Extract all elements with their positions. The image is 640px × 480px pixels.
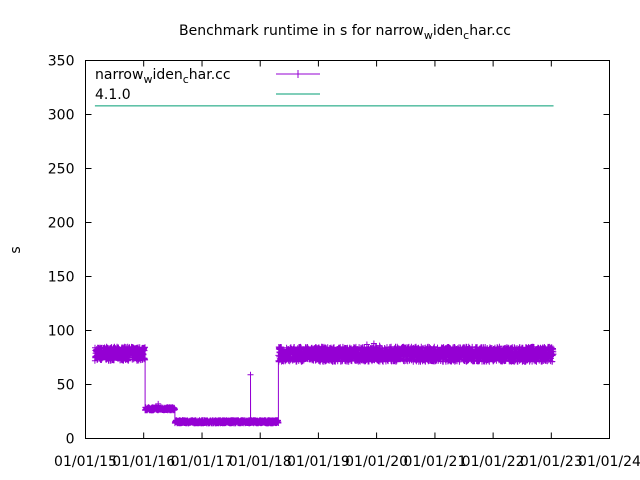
x-tick-label: 01/01/20 (345, 454, 408, 470)
x-tick-label: 01/01/22 (462, 454, 525, 470)
series-narrow-wide-char-markers (91, 340, 557, 427)
y-tick-label: 150 (48, 270, 75, 286)
y-tick-label: 100 (48, 324, 75, 340)
x-tick-label: 01/01/17 (171, 454, 234, 470)
x-tick-label: 01/01/23 (520, 454, 583, 470)
x-tick-label: 01/01/21 (403, 454, 466, 470)
x-axis: 01/01/1501/01/1601/01/1701/01/1801/01/19… (54, 60, 640, 470)
legend-label-series-2: 4.1.0 (95, 87, 131, 103)
x-tick-label: 01/01/19 (287, 454, 350, 470)
y-axis: 0 50 100 150 200 250 300 350 (48, 54, 610, 448)
y-axis-label: s (8, 246, 24, 253)
legend-marker-series-1 (294, 70, 302, 78)
chart-title: Benchmark runtime in s for narrowwidench… (179, 23, 511, 42)
plot-frame (85, 60, 610, 439)
y-tick-label: 200 (48, 216, 75, 232)
y-tick-label: 50 (57, 378, 75, 394)
y-tick-label: 300 (48, 108, 75, 124)
x-tick-label: 01/01/18 (229, 454, 292, 470)
x-tick-label: 01/01/15 (54, 454, 117, 470)
x-tick-label: 01/01/24 (578, 454, 640, 470)
y-tick-label: 250 (48, 162, 75, 178)
x-tick-label: 01/01/16 (112, 454, 175, 470)
legend-label-series-1: narrowwidenchar.cc (95, 67, 231, 86)
legend: narrowwidenchar.cc 4.1.0 (95, 67, 320, 103)
y-tick-label: 0 (66, 432, 75, 448)
series-layer (91, 105, 557, 427)
y-tick-label: 350 (48, 54, 75, 70)
